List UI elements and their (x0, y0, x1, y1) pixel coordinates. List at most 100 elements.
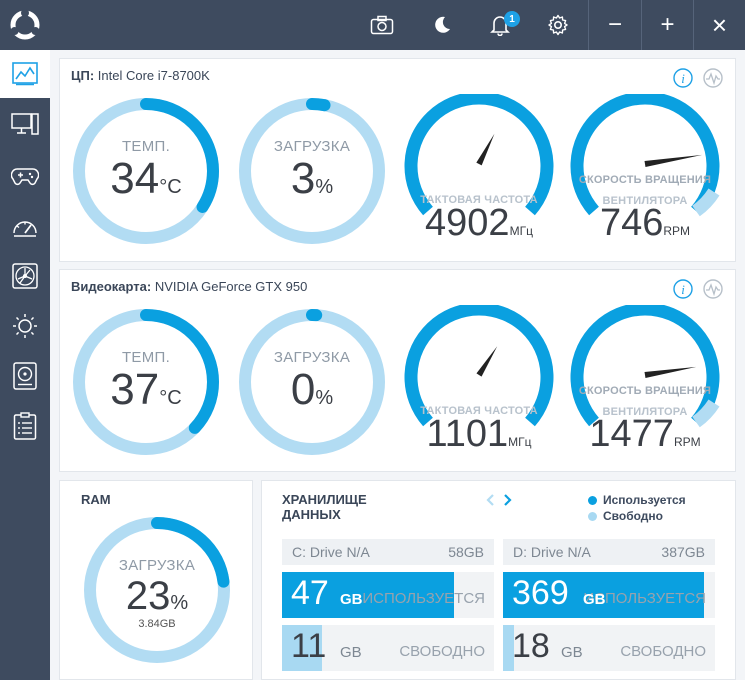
app-logo-icon[interactable] (8, 8, 42, 42)
gear-icon[interactable] (536, 0, 580, 50)
legend-used: Используется (588, 493, 686, 507)
gpu-fan-label1: СКОРОСТЬ ВРАЩЕНИЯ (578, 385, 712, 397)
gpu-fan-value: 1477RPM (589, 413, 701, 455)
free-bar: СВОБОДНО 18 GB (503, 625, 715, 671)
gpu-clock-label: ТАКТОВАЯ ЧАСТОТА (420, 405, 538, 417)
sidebar-item-games[interactable] (0, 152, 50, 200)
cpu-temp-gauge: ТЕМП. 34°C (71, 96, 221, 246)
sidebar-item-lighting[interactable] (0, 302, 50, 350)
camera-icon[interactable] (360, 0, 404, 50)
free-value: 11 (291, 627, 327, 665)
cpu-load-value: 3% (290, 154, 334, 203)
cpu-fan-value: 746RPM (599, 202, 691, 244)
pc-monitor-icon (11, 113, 39, 135)
maximize-button[interactable]: + (660, 11, 675, 38)
moon-icon[interactable] (420, 0, 464, 50)
storage-panel: ХРАНИЛИЩЕ ДАННЫХ Используется Свободно C… (261, 480, 736, 680)
close-button[interactable]: × (711, 9, 728, 40)
cpu-temp-label: ТЕМП. (121, 138, 171, 155)
gpu-load-label: ЗАГРУЗКА (273, 349, 351, 366)
sidebar-item-storage[interactable] (0, 352, 50, 400)
used-bar: ИСПОЛЬЗУЕТСЯ 47 GB (282, 572, 494, 618)
ram-title: RAM (81, 492, 111, 507)
cpu-clock-gauge: ТАКТОВАЯ ЧАСТОТА 4902МГц (401, 94, 557, 254)
gpu-fan-gauge: СКОРОСТЬ ВРАЩЕНИЯ ВЕНТИЛЯТОРА 1477RPM (567, 305, 723, 465)
sidebar (0, 50, 50, 680)
svg-text:i: i (681, 282, 685, 297)
gpu-load-gauge: ЗАГРУЗКА 0% (237, 307, 387, 457)
drive-name: D: Drive N/A (513, 544, 591, 560)
ram-load-gauge: ЗАГРУЗКА 23% 3.84GB (81, 514, 233, 666)
ram-used-size: 3.84GB (138, 618, 176, 630)
gpu-panel: Видеокарта: NVIDIA GeForce GTX 950 i ТЕМ… (59, 269, 736, 472)
drive-c[interactable]: C: Drive N/A 58GB ИСПОЛЬЗУЕТСЯ 47 GB СВО… (282, 539, 494, 671)
drive-size: 58GB (448, 544, 484, 560)
used-value: 369 (512, 574, 569, 612)
gpu-title: Видеокарта: NVIDIA GeForce GTX 950 (71, 279, 307, 294)
free-unit: GB (340, 644, 362, 661)
info-icon[interactable]: i (673, 68, 693, 88)
cpu-fan-label1: СКОРОСТЬ ВРАЩЕНИЯ (578, 174, 712, 186)
sidebar-item-pc[interactable] (0, 100, 50, 148)
cpu-temp-value: 34°C (110, 154, 182, 203)
sidebar-item-dashboard[interactable] (0, 50, 50, 98)
gpu-clock-gauge: ТАКТОВАЯ ЧАСТОТА 1101МГц (401, 305, 557, 465)
free-dot-icon (588, 512, 597, 522)
cpu-title: ЦП: Intel Core i7-8700K (71, 68, 210, 83)
clipboard-icon (13, 412, 37, 440)
gpu-temp-gauge: ТЕМП. 37°C (71, 307, 221, 457)
free-bar: СВОБОДНО 11 GB (282, 625, 494, 671)
fan-icon (12, 263, 38, 289)
drive-d[interactable]: D: Drive N/A 387GB ИСПОЛЬЗУЕТСЯ 369 GB С… (503, 539, 715, 671)
sidebar-item-cooling[interactable] (0, 252, 50, 300)
drive-header: D: Drive N/A 387GB (503, 539, 715, 565)
notification-badge: 1 (504, 11, 520, 27)
ram-panel: RAM ЗАГРУЗКА 23% 3.84GB (59, 480, 253, 680)
minimize-button[interactable]: − (607, 11, 622, 38)
chevron-right-icon[interactable] (502, 493, 514, 507)
drive-name: C: Drive N/A (292, 544, 370, 560)
dashboard-icon (12, 62, 38, 86)
sidebar-item-reports[interactable] (0, 402, 50, 450)
title-bar: 1 − + × (0, 0, 745, 50)
sidebar-item-tuning[interactable] (0, 202, 50, 250)
cpu-name: Intel Core i7-8700K (97, 68, 210, 83)
gpu-temp-value: 37°C (110, 365, 182, 414)
cpu-clock-label: ТАКТОВАЯ ЧАСТОТА (420, 194, 538, 206)
cpu-load-label: ЗАГРУЗКА (273, 138, 351, 155)
free-label: СВОБОДНО (620, 643, 706, 660)
hdd-icon (13, 362, 37, 390)
used-unit: GB (340, 591, 363, 608)
gpu-clock-value: 1101МГц (426, 413, 532, 455)
chevron-left-icon[interactable] (484, 493, 496, 507)
bell-icon[interactable]: 1 (478, 0, 522, 50)
gpu-temp-label: ТЕМП. (121, 349, 171, 366)
drive-size: 387GB (661, 544, 705, 560)
cpu-fan-gauge: СКОРОСТЬ ВРАЩЕНИЯ ВЕНТИЛЯТОРА 746RPM (567, 94, 723, 254)
used-label: ИСПОЛЬЗУЕТСЯ (583, 590, 706, 607)
graph-icon[interactable] (703, 279, 723, 299)
cpu-panel: ЦП: Intel Core i7-8700K i ТЕМП. 34°C ЗАГ… (59, 58, 736, 262)
free-label: СВОБОДНО (399, 643, 485, 660)
gpu-load-value: 0% (290, 365, 334, 414)
used-value: 47 (291, 574, 329, 612)
used-bar: ИСПОЛЬЗУЕТСЯ 369 GB (503, 572, 715, 618)
gpu-title-prefix: Видеокарта: (71, 279, 152, 294)
ram-load-value: 23% (125, 574, 189, 618)
info-icon[interactable]: i (673, 279, 693, 299)
cpu-fan-label2: ВЕНТИЛЯТОРА (602, 195, 688, 207)
legend-free: Свободно (588, 509, 663, 523)
cpu-title-prefix: ЦП: (71, 68, 95, 83)
ram-load-label: ЗАГРУЗКА (118, 557, 196, 574)
free-value: 18 (512, 627, 550, 665)
gamepad-icon (11, 168, 39, 186)
lighting-sun-icon (13, 314, 37, 338)
graph-icon[interactable] (703, 68, 723, 88)
free-unit: GB (561, 644, 583, 661)
storage-title: ХРАНИЛИЩЕ ДАННЫХ (282, 492, 367, 522)
used-unit: GB (583, 591, 606, 608)
gpu-name: NVIDIA GeForce GTX 950 (154, 279, 308, 294)
cpu-clock-value: 4902МГц (425, 202, 533, 244)
cpu-load-gauge: ЗАГРУЗКА 3% (237, 96, 387, 246)
tuning-gauge-icon (13, 221, 37, 237)
